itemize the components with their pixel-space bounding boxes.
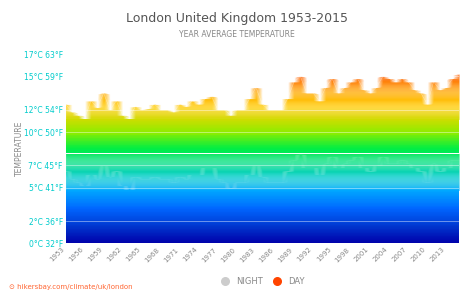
Text: YEAR AVERAGE TEMPERATURE: YEAR AVERAGE TEMPERATURE: [179, 30, 295, 38]
Text: ⊙ hikersbay.com/climate/uk/london: ⊙ hikersbay.com/climate/uk/london: [9, 284, 133, 290]
Text: London United Kingdom 1953-2015: London United Kingdom 1953-2015: [126, 12, 348, 25]
Legend: NIGHT, DAY: NIGHT, DAY: [213, 273, 308, 289]
Y-axis label: TEMPERATURE: TEMPERATURE: [15, 121, 24, 176]
